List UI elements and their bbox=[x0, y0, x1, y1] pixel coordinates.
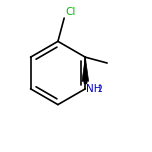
Text: Cl: Cl bbox=[65, 7, 75, 17]
Text: NH: NH bbox=[86, 84, 102, 93]
Text: 2: 2 bbox=[97, 85, 102, 94]
Polygon shape bbox=[82, 57, 89, 81]
